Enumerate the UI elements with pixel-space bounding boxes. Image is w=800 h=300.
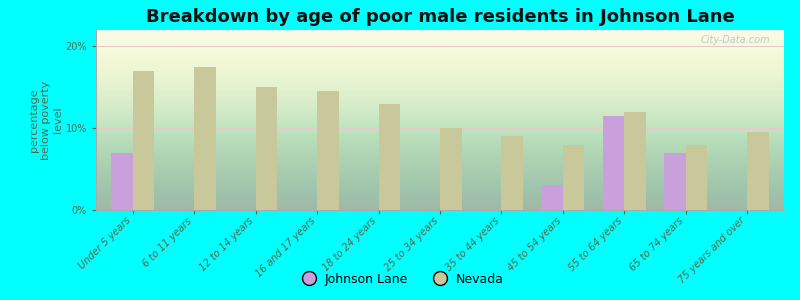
Bar xyxy=(378,103,400,210)
Bar xyxy=(317,92,338,210)
Text: City-Data.com: City-Data.com xyxy=(701,35,770,45)
Title: Breakdown by age of poor male residents in Johnson Lane: Breakdown by age of poor male residents … xyxy=(146,8,734,26)
Bar xyxy=(686,145,707,210)
Legend: Johnson Lane, Nevada: Johnson Lane, Nevada xyxy=(291,268,509,291)
Bar xyxy=(256,87,278,210)
Bar xyxy=(542,185,563,210)
Bar xyxy=(602,116,624,210)
Bar xyxy=(664,153,686,210)
Bar xyxy=(624,112,646,210)
Bar xyxy=(111,153,133,210)
Bar xyxy=(133,71,154,210)
Bar xyxy=(563,145,584,210)
Bar xyxy=(502,136,523,210)
Bar xyxy=(440,128,462,210)
Bar xyxy=(747,132,769,210)
Y-axis label: percentage
below poverty
level: percentage below poverty level xyxy=(30,80,62,160)
Bar xyxy=(194,67,216,210)
